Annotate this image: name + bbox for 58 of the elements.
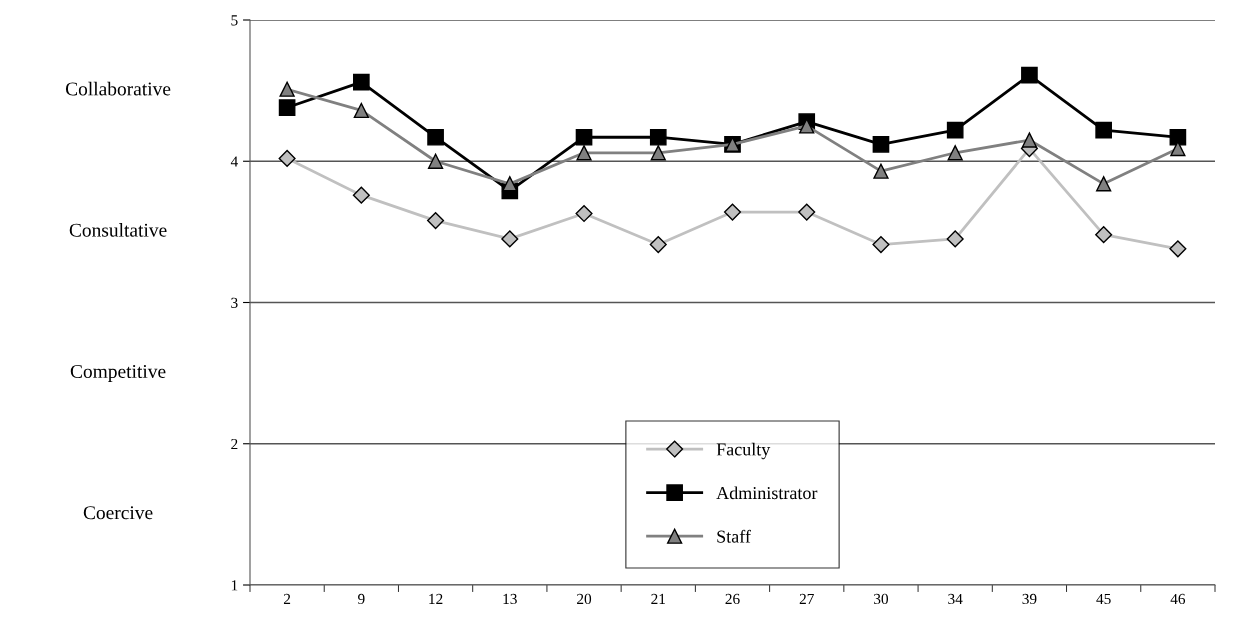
point bbox=[1021, 132, 1038, 148]
text: Coercive bbox=[83, 506, 153, 520]
point bbox=[946, 121, 964, 139]
point bbox=[1169, 128, 1187, 146]
y-tick-label: 3 bbox=[231, 297, 238, 308]
x-tick-label: 46 bbox=[1170, 593, 1186, 605]
point bbox=[1096, 176, 1112, 192]
point bbox=[1095, 226, 1113, 244]
point bbox=[279, 81, 295, 97]
x-tick-label: 13 bbox=[503, 593, 517, 605]
y-tick-label: 1 bbox=[231, 580, 238, 591]
x-tick-label: 9 bbox=[358, 593, 365, 605]
point bbox=[427, 153, 444, 169]
x-tick-label: 30 bbox=[874, 593, 889, 605]
legend-label: Staff bbox=[717, 529, 751, 543]
text: Collaborative bbox=[65, 81, 171, 96]
x-tick-label: 26 bbox=[725, 593, 740, 605]
point bbox=[872, 236, 890, 254]
x-tick-label: 45 bbox=[1096, 593, 1111, 605]
x-tick-label: 12 bbox=[429, 593, 443, 604]
point bbox=[427, 212, 445, 230]
point bbox=[723, 203, 742, 221]
point bbox=[352, 186, 370, 204]
point bbox=[575, 128, 593, 146]
text: Competitive bbox=[70, 364, 166, 382]
x-tick-label: 39 bbox=[1022, 593, 1037, 605]
point bbox=[353, 102, 369, 119]
legend-label: Administrator bbox=[716, 486, 818, 500]
y-tick-label: 2 bbox=[231, 438, 238, 450]
point bbox=[873, 163, 889, 179]
x-tick-label: 27 bbox=[799, 593, 814, 604]
point bbox=[1169, 240, 1187, 258]
point bbox=[872, 135, 890, 153]
y-tick-label: 5 bbox=[231, 15, 238, 26]
text: Consultative bbox=[69, 223, 167, 237]
point bbox=[501, 230, 519, 248]
point bbox=[278, 99, 296, 116]
point bbox=[649, 128, 667, 146]
point bbox=[353, 73, 370, 91]
legend-label: Faculty bbox=[716, 442, 771, 460]
point bbox=[278, 149, 296, 167]
point bbox=[799, 118, 815, 134]
point bbox=[576, 145, 592, 161]
point bbox=[649, 236, 667, 254]
point bbox=[798, 203, 816, 221]
x-tick-label: 34 bbox=[948, 593, 963, 605]
point bbox=[502, 176, 518, 192]
point bbox=[427, 128, 444, 146]
point bbox=[1095, 121, 1112, 139]
y-tick-label: 4 bbox=[230, 156, 238, 167]
point bbox=[1021, 66, 1038, 84]
x-tick-label: 2 bbox=[283, 593, 291, 604]
point bbox=[650, 145, 666, 161]
x-tick-label: 20 bbox=[577, 593, 592, 605]
point bbox=[575, 204, 593, 223]
point bbox=[947, 145, 963, 161]
point bbox=[946, 230, 964, 248]
x-tick-label: 21 bbox=[651, 593, 665, 604]
